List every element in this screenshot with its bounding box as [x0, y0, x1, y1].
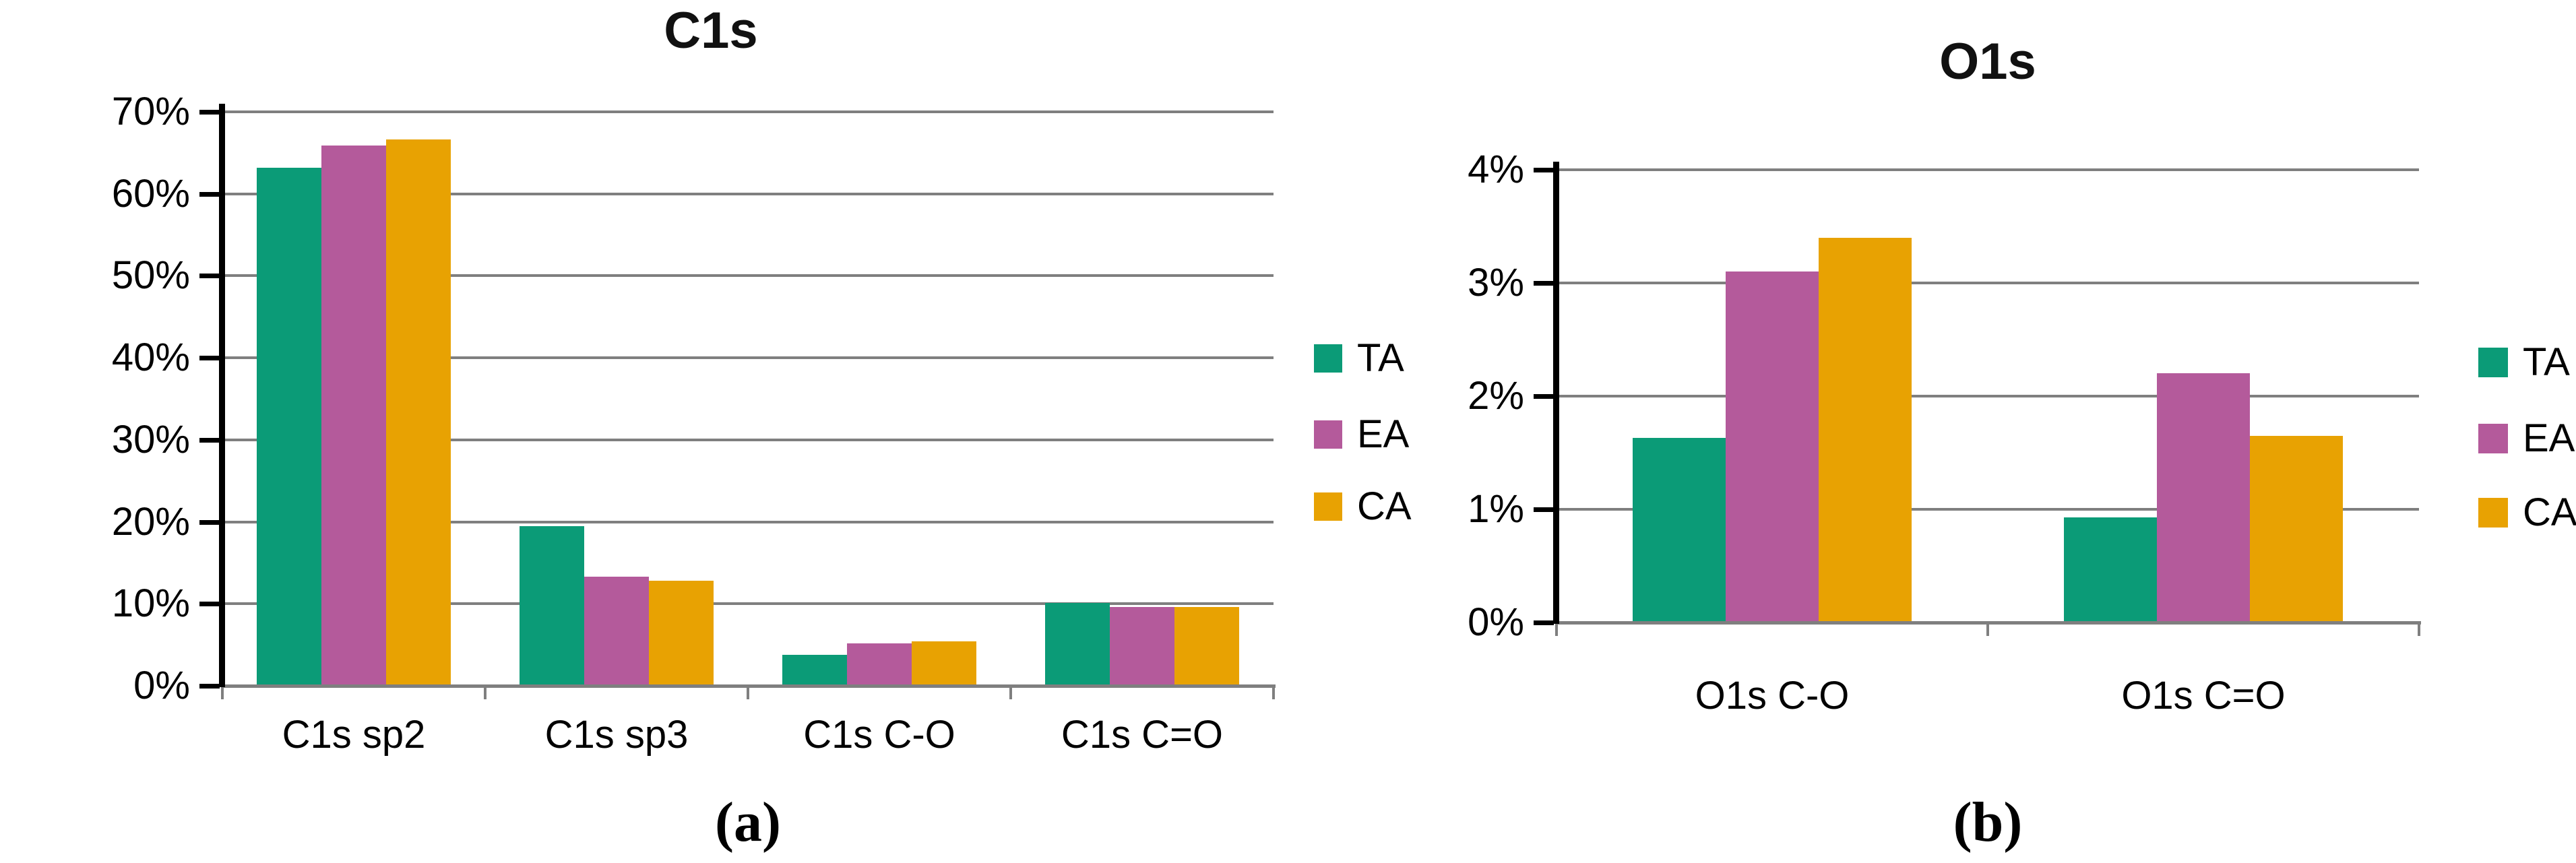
gridline: [222, 274, 1274, 278]
x-axis-label: C1s C-O: [803, 713, 955, 757]
y-axis-tick: [199, 356, 220, 361]
gridline: [222, 110, 1274, 113]
legend-item: TA: [2478, 340, 2570, 385]
x-axis-tick: [2418, 624, 2420, 636]
y-axis-tick: [1534, 507, 1554, 512]
legend-item: CA: [1314, 484, 1412, 529]
legend-label: TA: [1357, 336, 1404, 380]
legend-label: EA: [2523, 416, 2575, 460]
gridline: [1557, 508, 2419, 511]
legend-swatch-ca: [1314, 492, 1342, 521]
bar-ta: [782, 654, 847, 686]
bar-ea: [321, 145, 386, 686]
y-axis-label: 60%: [111, 171, 190, 216]
bar-ea: [1726, 271, 1819, 622]
y-axis-label: 40%: [111, 335, 190, 380]
y-axis-tick: [1534, 394, 1554, 399]
x-axis-tick: [1986, 624, 1989, 636]
y-axis-label: 3%: [1468, 261, 1524, 305]
legend-item: CA: [2478, 490, 2576, 535]
y-axis-tick: [199, 684, 220, 689]
y-axis-line: [1553, 162, 1559, 624]
legend-swatch-ea: [2478, 423, 2508, 453]
x-axis-label: C1s sp3: [544, 713, 689, 757]
x-axis-tick: [1555, 624, 1558, 636]
x-axis-label: O1s C-O: [1695, 674, 1850, 717]
legend-swatch-ta: [2478, 347, 2508, 377]
gridline: [222, 520, 1274, 523]
y-axis-label: 10%: [111, 581, 190, 626]
x-axis-label: C1s C=O: [1061, 713, 1224, 757]
legend-item: EA: [2478, 416, 2575, 461]
y-axis-label: 70%: [111, 90, 190, 133]
bar-ea: [847, 643, 912, 686]
bar-ea: [1110, 607, 1174, 686]
legend-swatch-ca: [2478, 497, 2508, 528]
gridline: [1557, 168, 2419, 171]
bar-ca: [386, 139, 451, 686]
gridline: [1557, 395, 2419, 397]
x-axis-tick: [747, 687, 749, 699]
y-axis-tick: [1534, 620, 1554, 625]
y-axis-tick: [199, 191, 220, 197]
caption-a: (a): [715, 791, 781, 854]
x-axis-label: O1s C=O: [2121, 674, 2286, 717]
y-axis-label: 2%: [1468, 374, 1524, 418]
x-axis-tick: [221, 687, 224, 699]
gridline: [222, 192, 1274, 195]
y-axis-label: 0%: [1468, 600, 1524, 644]
legend-swatch-ea: [1314, 420, 1342, 449]
x-axis-tick: [1009, 687, 1012, 699]
legend-item: EA: [1314, 412, 1409, 457]
x-axis-label: C1s sp2: [282, 713, 426, 757]
y-axis-tick: [199, 274, 220, 279]
y-axis-tick: [199, 519, 220, 525]
gridline: [222, 602, 1274, 606]
x-axis-tick: [484, 687, 486, 699]
y-axis-label: 20%: [111, 499, 190, 544]
y-axis-label: 50%: [111, 253, 190, 298]
bar-ta: [1633, 438, 1726, 622]
bar-ca: [649, 581, 714, 686]
x-axis-line: [222, 684, 1276, 688]
legend-label: EA: [1357, 412, 1410, 456]
bar-ca: [2250, 435, 2343, 622]
y-axis-label: 4%: [1468, 148, 1524, 191]
chart-title-c1s: C1s: [664, 2, 758, 59]
y-axis-tick: [199, 437, 220, 443]
bar-ea: [584, 577, 649, 686]
bar-ta: [520, 525, 584, 686]
bar-ca: [912, 641, 976, 686]
bar-ta: [257, 167, 321, 686]
y-axis-tick: [1534, 281, 1554, 286]
legend-label: TA: [2523, 340, 2570, 384]
y-axis-line: [219, 104, 225, 687]
x-axis-line: [1557, 621, 2421, 625]
bar-ca: [1174, 607, 1239, 686]
bar-ta: [1045, 603, 1110, 686]
bar-ea: [2157, 373, 2250, 622]
gridline: [1557, 282, 2419, 284]
legend-label: CA: [2523, 490, 2576, 534]
y-axis-label: 0%: [133, 664, 190, 707]
legend-item: TA: [1314, 335, 1404, 381]
y-axis-label: 1%: [1468, 487, 1524, 531]
y-axis-label: 30%: [111, 417, 190, 461]
y-axis-tick: [1534, 168, 1554, 172]
legend-label: CA: [1357, 484, 1412, 528]
x-axis-tick: [1272, 687, 1275, 699]
gridline: [222, 438, 1274, 441]
caption-b: (b): [1953, 791, 2023, 854]
legend-swatch-ta: [1314, 344, 1342, 373]
gridline: [222, 356, 1274, 360]
y-axis-tick: [199, 602, 220, 607]
y-axis-tick: [199, 110, 220, 115]
bar-ca: [1819, 237, 1912, 622]
chart-title-o1s: O1s: [1939, 33, 2036, 90]
bar-ta: [2064, 517, 2157, 622]
